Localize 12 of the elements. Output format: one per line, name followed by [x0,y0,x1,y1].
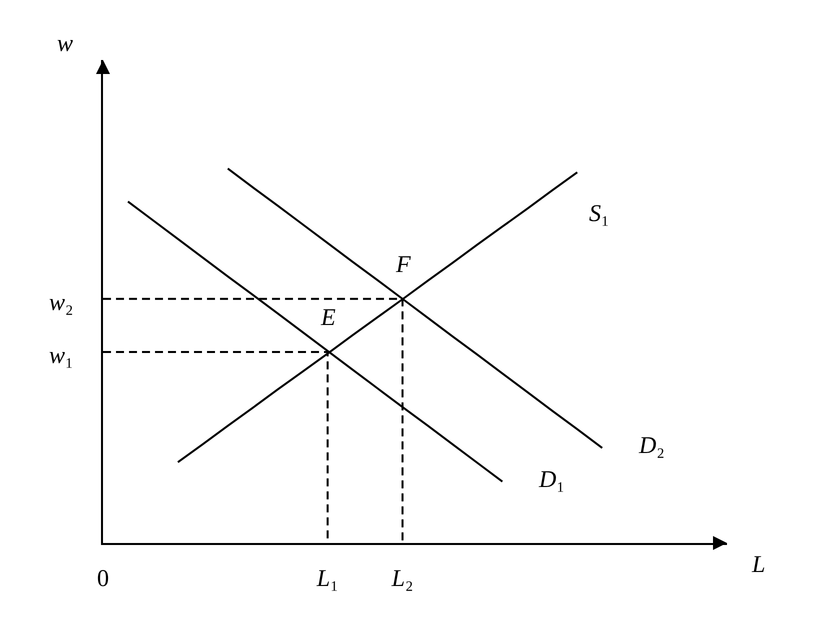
y-axis-title: w [57,31,74,57]
x-axis-title: L [751,552,766,578]
x-tick-label: 0 [97,566,109,592]
series-label: S₁ [589,201,610,227]
series-label: D₁ [538,467,565,493]
annotation: w₂ [49,290,74,316]
annotation: E [320,305,336,331]
annotation: w₁ [49,343,74,369]
annotation: F [395,252,411,278]
x-tick-label: L₁ [316,566,339,592]
x-tick-label: L₂ [390,566,414,592]
series-label: D₂ [638,433,665,459]
